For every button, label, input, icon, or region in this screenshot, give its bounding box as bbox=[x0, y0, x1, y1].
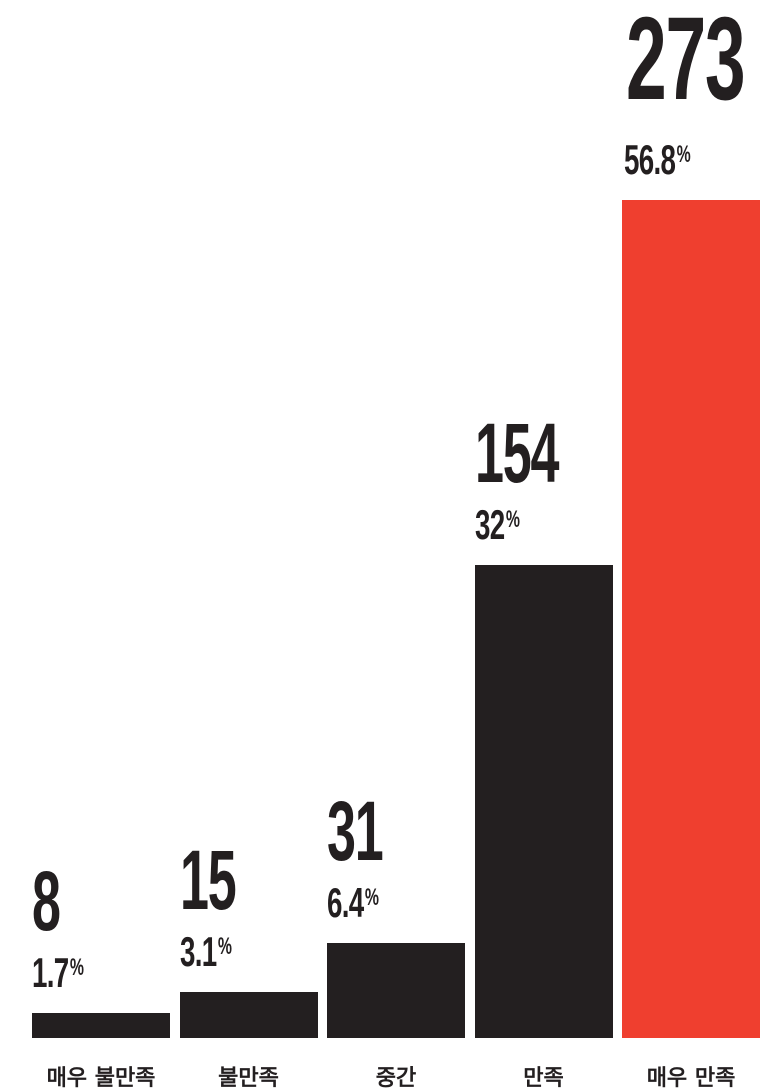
category-label-3: 중간 bbox=[375, 1066, 417, 1091]
value-label-2: 15 bbox=[179, 832, 237, 927]
category-label-1: 매우 불만족 bbox=[46, 1066, 156, 1091]
percent-label-2: 3.1% bbox=[179, 927, 232, 976]
value-label-1: 8 bbox=[32, 854, 61, 949]
percent-value: 6.4 bbox=[327, 878, 364, 926]
category-label-2: 불만족 bbox=[218, 1066, 279, 1091]
percent-sign: % bbox=[217, 932, 231, 960]
percent-sign: % bbox=[69, 954, 84, 982]
percent-value: 1.7 bbox=[32, 949, 69, 997]
bar-2 bbox=[179, 991, 318, 1038]
percent-value: 3.1 bbox=[179, 927, 217, 975]
percent-sign: % bbox=[364, 883, 379, 911]
value-label-5: 273 bbox=[626, 0, 746, 125]
percent-sign: % bbox=[505, 506, 519, 534]
category-label-4: 만족 bbox=[523, 1066, 564, 1091]
value-label-3: 31 bbox=[327, 783, 384, 878]
category-label-5: 매우 만족 bbox=[646, 1066, 736, 1091]
percent-value: 32 bbox=[474, 501, 505, 549]
bar-4 bbox=[474, 565, 613, 1038]
percent-label-4: 32% bbox=[474, 501, 520, 549]
percent-sign: % bbox=[676, 141, 691, 168]
percent-value: 56.8 bbox=[624, 136, 676, 183]
bar-1 bbox=[32, 1013, 170, 1038]
percent-label-5: 56.8% bbox=[624, 136, 691, 184]
percent-label-1: 1.7% bbox=[32, 949, 84, 997]
value-label-4: 154 bbox=[474, 406, 559, 501]
bar-5 bbox=[622, 200, 760, 1038]
percent-label-3: 6.4% bbox=[327, 878, 379, 927]
bar-3 bbox=[327, 942, 465, 1038]
